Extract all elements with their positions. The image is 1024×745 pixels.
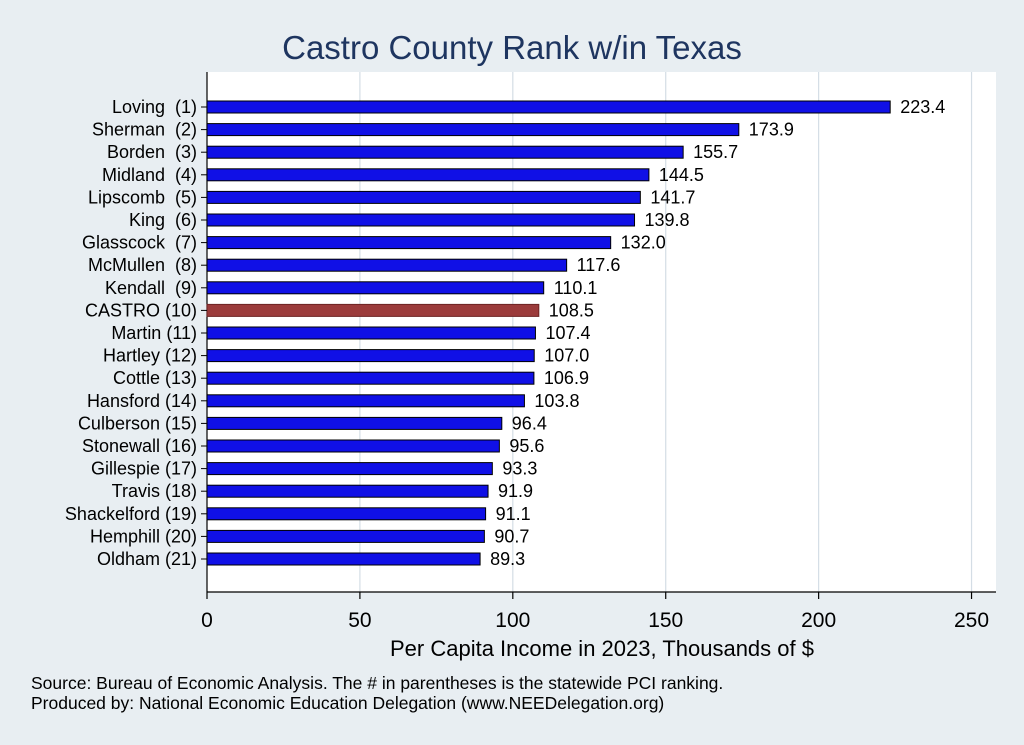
x-axis-title: Per Capita Income in 2023, Thousands of … (390, 636, 814, 661)
value-label: 141.7 (650, 187, 695, 207)
category-label: Kendall (9) (105, 278, 197, 298)
bar (206, 394, 525, 408)
category-label: Stonewall (16) (82, 436, 197, 456)
bar (206, 529, 485, 543)
value-label: 110.1 (554, 278, 598, 298)
category-label: Glasscock (7) (82, 233, 197, 253)
bar (206, 326, 536, 340)
value-label: 106.9 (544, 368, 589, 388)
value-label: 107.0 (544, 346, 589, 366)
bar (206, 552, 481, 566)
x-ticks: 0 50 100 150 200 250 (201, 106, 989, 632)
category-label: Oldham (21) (97, 549, 197, 569)
value-label: 91.1 (496, 504, 531, 524)
bar (206, 349, 535, 363)
value-label: 93.3 (502, 459, 537, 479)
bar (206, 462, 493, 476)
value-label: 139.8 (645, 210, 690, 230)
x-tick-label: 0 (201, 609, 213, 632)
value-label: 132.0 (621, 233, 666, 253)
value-label: 90.7 (494, 526, 529, 546)
bar (206, 258, 568, 272)
value-label: 96.4 (512, 413, 547, 433)
bar (206, 484, 489, 498)
bar (206, 236, 612, 250)
value-label: 223.4 (900, 97, 945, 117)
labels: Loving (1) 223.4 Sherman (2) 173.9 Borden (3… (65, 97, 945, 569)
x-tick-label: 100 (495, 609, 530, 632)
x-tick-label: 150 (648, 609, 683, 632)
bar (206, 145, 684, 159)
value-label: 144.5 (659, 165, 704, 185)
bar (206, 281, 545, 295)
value-label: 89.3 (490, 549, 525, 569)
category-label: Cottle (13) (113, 368, 197, 388)
bar (206, 123, 740, 137)
bar (206, 168, 650, 182)
bar (206, 371, 535, 385)
category-label: Lipscomb (5) (88, 187, 197, 207)
value-label: 117.6 (577, 255, 621, 275)
value-label: 95.6 (509, 436, 544, 456)
x-tick-label: 200 (801, 609, 836, 632)
category-label: McMullen (8) (88, 255, 197, 275)
value-label: 103.8 (534, 391, 579, 411)
category-label: Martin (11) (111, 323, 197, 343)
source-note: Source: Bureau of Economic Analysis. The… (31, 673, 723, 693)
category-label: CASTRO (10) (85, 300, 197, 320)
category-label: Shackelford (19) (65, 504, 197, 524)
bar (206, 100, 891, 114)
bars (206, 100, 891, 566)
producer-note: Produced by: National Economic Education… (31, 693, 664, 713)
category-label: Borden (3) (107, 142, 197, 162)
bar (206, 190, 641, 204)
category-label: Sherman (2) (92, 120, 197, 140)
bar (206, 507, 487, 521)
value-label: 107.4 (545, 323, 590, 343)
value-label: 173.9 (749, 120, 794, 140)
bar (206, 416, 503, 430)
value-label: 108.5 (549, 300, 594, 320)
x-tick-label: 250 (954, 609, 989, 632)
category-label: Culberson (15) (78, 413, 197, 433)
category-label: Midland (4) (102, 165, 197, 185)
category-label: Gillespie (17) (91, 459, 197, 479)
category-label: King (6) (129, 210, 197, 230)
category-label: Travis (18) (112, 481, 197, 501)
category-label: Loving (1) (112, 97, 197, 117)
bar (206, 213, 636, 227)
value-label: 91.9 (498, 481, 533, 501)
category-label: Hemphill (20) (90, 526, 197, 546)
x-tick-label: 50 (348, 609, 371, 632)
chart-title: Castro County Rank w/in Texas (282, 29, 742, 66)
value-label: 155.7 (693, 142, 738, 162)
bar (206, 303, 540, 317)
category-label: Hartley (12) (103, 346, 197, 366)
category-label: Hansford (14) (87, 391, 197, 411)
bar (206, 439, 500, 453)
